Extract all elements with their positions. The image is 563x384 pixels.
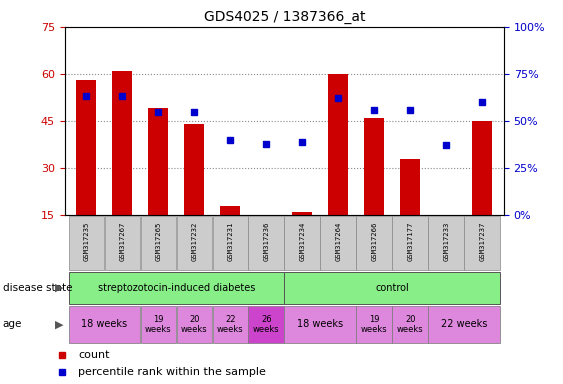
Text: 20
weeks: 20 weeks [397, 315, 423, 334]
Bar [149, 108, 168, 215]
Bar [105, 215, 140, 270]
Text: GSM317264: GSM317264 [336, 222, 341, 262]
Text: GSM317177: GSM317177 [407, 222, 413, 262]
Bar [400, 159, 420, 215]
Bar [284, 306, 356, 343]
Text: 22 weeks: 22 weeks [441, 319, 488, 329]
Text: GSM317267: GSM317267 [119, 222, 126, 262]
Bar [248, 215, 284, 270]
Text: GSM317236: GSM317236 [263, 222, 269, 262]
Text: age: age [3, 319, 22, 329]
Bar [428, 215, 464, 270]
Text: count: count [78, 350, 110, 360]
Bar [185, 124, 204, 215]
Bar [69, 272, 284, 304]
Bar [212, 215, 248, 270]
Bar [69, 215, 104, 270]
Bar [464, 215, 500, 270]
Text: 20
weeks: 20 weeks [181, 315, 208, 334]
Bar [77, 80, 96, 215]
Text: ▶: ▶ [55, 319, 64, 329]
Bar [356, 306, 392, 343]
Text: 22
weeks: 22 weeks [217, 315, 244, 334]
Bar [141, 215, 176, 270]
Text: percentile rank within the sample: percentile rank within the sample [78, 366, 266, 377]
Text: GSM317232: GSM317232 [191, 222, 197, 262]
Text: GSM317235: GSM317235 [83, 222, 90, 262]
Text: GSM317231: GSM317231 [227, 222, 233, 262]
Bar [356, 215, 392, 270]
Bar [392, 306, 428, 343]
Text: disease state: disease state [3, 283, 72, 293]
Text: streptozotocin-induced diabetes: streptozotocin-induced diabetes [97, 283, 255, 293]
Text: ▶: ▶ [55, 283, 64, 293]
Text: control: control [376, 283, 409, 293]
Text: 26
weeks: 26 weeks [253, 315, 280, 334]
Bar [248, 306, 284, 343]
Bar [212, 306, 248, 343]
Text: 19
weeks: 19 weeks [145, 315, 172, 334]
Bar [292, 212, 312, 215]
Bar [221, 206, 240, 215]
Title: GDS4025 / 1387366_at: GDS4025 / 1387366_at [204, 10, 365, 25]
Bar [113, 71, 132, 215]
Text: GSM317234: GSM317234 [300, 222, 305, 262]
Text: GSM317237: GSM317237 [479, 222, 485, 262]
Text: 18 weeks: 18 weeks [81, 319, 127, 329]
Bar [284, 215, 320, 270]
Bar [472, 121, 492, 215]
Bar [320, 215, 356, 270]
Bar [177, 306, 212, 343]
Bar [364, 118, 384, 215]
Bar [284, 272, 501, 304]
Text: GSM317266: GSM317266 [372, 222, 377, 262]
Text: GSM317265: GSM317265 [155, 222, 162, 262]
Bar [392, 215, 428, 270]
Text: 18 weeks: 18 weeks [297, 319, 343, 329]
Text: GSM317233: GSM317233 [443, 222, 449, 262]
Text: 19
weeks: 19 weeks [361, 315, 387, 334]
Bar [328, 74, 348, 215]
Bar [428, 306, 501, 343]
Bar [69, 306, 140, 343]
Bar [177, 215, 212, 270]
Bar [141, 306, 176, 343]
